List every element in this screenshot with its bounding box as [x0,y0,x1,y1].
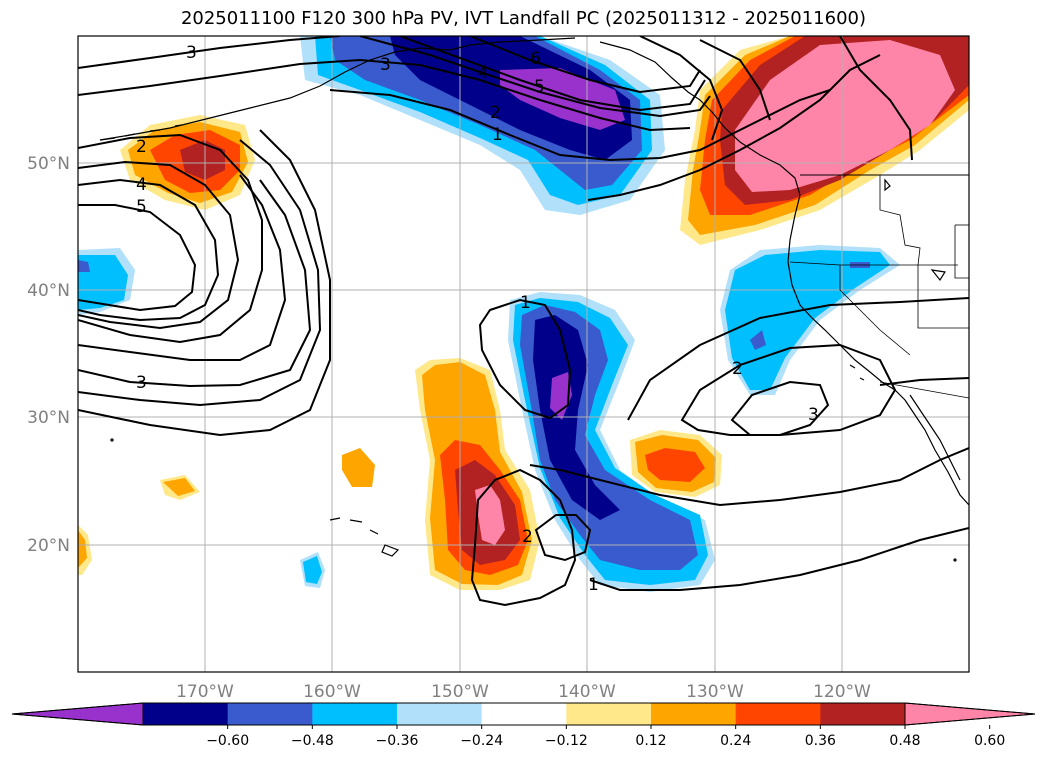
contour-line [839,36,913,161]
contour-label: 2 [490,103,501,123]
contour-line [639,36,724,141]
colorbar-segment [735,703,821,725]
contour-line [879,377,969,386]
lon-label-150w: 150°W [431,682,489,702]
contour-line [78,36,341,69]
colorbar-tick-label: 0.12 [635,733,666,749]
contour-line [359,36,711,118]
contour-labels: 3 5 4 2 1 6 3 2 4 5 3 1 2 1 2 3 [136,43,819,595]
latitude-labels: 50°N 40°N 30°N 20°N [27,154,70,556]
lon-label-170w: 170°W [176,682,234,702]
contour-label: 3 [380,55,391,75]
longitude-labels: 170°W 160°W 150°W 140°W 130°W 120°W [176,682,871,702]
lon-label-140w: 140°W [558,682,616,702]
colorbar-tick-label: 0.36 [805,733,836,749]
colorbar-outline [11,702,1036,726]
contour-label: 6 [530,49,541,69]
contour-line [699,39,771,121]
contour-line [587,54,881,201]
contour-line [469,36,701,94]
colorbar-tick-label: −0.24 [460,733,503,749]
colorbar-segment [481,703,567,725]
colorbar-segment [227,703,313,725]
colorbar-extend-low [11,702,144,726]
contour-label: 1 [520,293,531,313]
contour-label: 2 [522,527,533,547]
ivt-contours [78,36,969,607]
lat-label-40: 40°N [27,281,70,301]
contour-label: 3 [186,43,197,63]
contour-line [78,133,263,344]
colorbar-segment [566,703,652,725]
map-frame [77,35,970,673]
contour-label: 4 [136,175,147,195]
contour-line [78,178,220,322]
lat-label-30: 30°N [27,408,70,428]
colorbar: −0.60 −0.48 −0.36 −0.24 −0.12 0.12 0.24 0.36 0.4… [11,702,1036,749]
contour-line [78,179,312,388]
contour-line [534,514,592,562]
contour-line [78,139,322,407]
contour-label: 1 [492,125,503,145]
colorbar-segment [143,703,229,725]
colorbar-tick-label: −0.36 [376,733,419,749]
lat-label-20: 20°N [27,536,70,556]
contour-line [529,447,969,507]
colorbar-segment [651,703,737,725]
contour-line [399,36,706,112]
colorbar-segment [312,703,398,725]
contour-label: 1 [588,575,599,595]
contour-line [78,129,331,437]
colorbar-segment [820,703,906,725]
contour-label: 2 [136,137,147,157]
contour-label: 3 [136,373,147,393]
contour-label: 5 [136,197,147,217]
colorbar-tick-label: −0.60 [206,733,249,749]
contour-line [78,58,691,132]
colorbar-tick-label: 0.48 [889,733,920,749]
contour-label: 3 [808,405,819,425]
contour-line [680,343,897,436]
colorbar-ticks: −0.60 −0.48 −0.36 −0.24 −0.12 0.12 0.24 0.36 0.4… [206,725,1005,749]
contour-line [589,527,969,591]
lon-label-120w: 120°W [813,682,871,702]
lon-label-160w: 160°W [303,682,361,702]
contour-line [78,204,197,312]
contour-line [78,174,287,361]
contour-line [329,89,831,162]
colorbar-segments [11,702,1036,726]
map-panel: 3 5 4 2 1 6 3 2 4 5 3 1 2 1 2 3 [78,36,969,672]
colorbar-tick-label: 0.24 [720,733,751,749]
map-title: 2025011100 F120 300 hPa PV, IVT Landfall… [180,8,867,29]
gridlines [78,36,969,672]
colorbar-tick-label: 0.60 [974,733,1005,749]
lon-label-130w: 130°W [686,682,744,702]
colorbar-extend-high [904,702,1036,726]
contour-line [730,380,830,436]
contour-line [478,298,572,420]
pv-shading [78,36,969,592]
contour-label: 5 [534,77,545,97]
contour-label: 4 [478,63,489,83]
contour-line [627,297,969,421]
coastlines [99,37,969,562]
colorbar-tick-label: −0.12 [545,733,588,749]
contour-label: 2 [732,359,743,379]
colorbar-tick-label: −0.48 [291,733,334,749]
colorbar-segment [397,703,483,725]
contour-line [78,160,240,330]
contour-line [470,468,577,607]
lat-label-50: 50°N [27,154,70,174]
